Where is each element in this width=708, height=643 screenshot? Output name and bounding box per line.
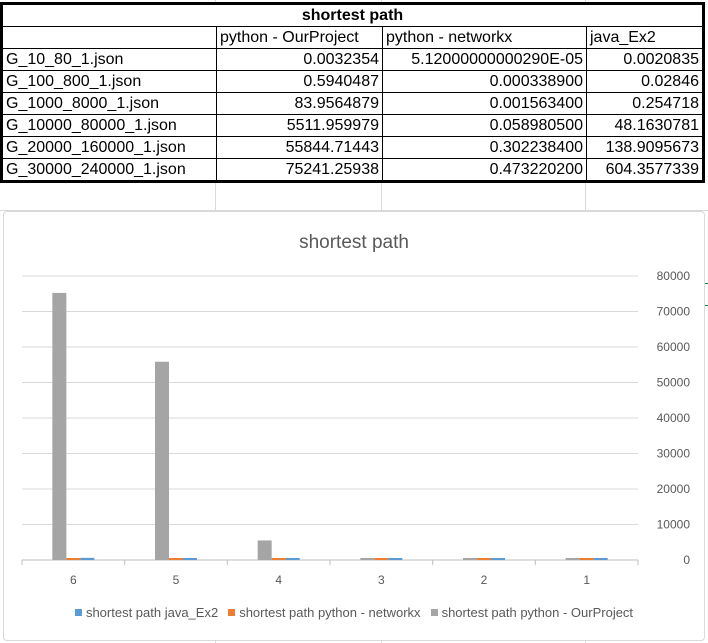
- bar: [80, 557, 95, 560]
- value-cell[interactable]: 0.302238400: [382, 136, 587, 159]
- bar: [52, 292, 67, 560]
- table-row: G_30000_240000_1.json 75241.25938 0.4732…: [2, 158, 703, 181]
- table-title[interactable]: shortest path: [2, 4, 703, 27]
- y-tick-label: 10000: [657, 518, 691, 532]
- table-row: G_10000_80000_1.json 5511.959979 0.05898…: [2, 114, 703, 137]
- bar: [491, 558, 505, 560]
- legend-label: shortest path python - networkx: [239, 605, 421, 620]
- value-cell[interactable]: 0.058980500: [382, 114, 587, 137]
- legend-label: shortest path python - OurProject: [441, 605, 634, 620]
- bar: [271, 558, 286, 560]
- bar: [360, 558, 375, 560]
- bar: [285, 558, 300, 560]
- header-cell[interactable]: python - networkx: [382, 26, 587, 49]
- graph-name-cell[interactable]: G_100_800_1.json: [2, 70, 217, 93]
- graph-name-cell[interactable]: G_1000_8000_1.json: [2, 92, 217, 115]
- bar: [579, 558, 594, 560]
- bar: [183, 558, 197, 560]
- legend-swatch: [74, 609, 82, 616]
- y-tick-label: 50000: [657, 376, 691, 390]
- value-cell[interactable]: 0.5940487: [216, 70, 383, 93]
- sheet-gridline: [0, 210, 708, 211]
- value-cell[interactable]: 0.254718: [586, 92, 703, 115]
- bar: [388, 558, 403, 560]
- y-tick-label: 60000: [657, 340, 691, 354]
- chart-legend[interactable]: shortest path java_Ex2 shortest path pyth…: [4, 605, 704, 620]
- y-tick-label: 40000: [657, 411, 691, 425]
- value-cell[interactable]: 0.000338900: [382, 70, 587, 93]
- value-cell[interactable]: 55844.71443: [216, 136, 383, 159]
- bar: [463, 558, 477, 560]
- bar: [477, 558, 491, 560]
- shortest-path-chart[interactable]: shortest path 0 10000 20000 30000 40000 50000 6…: [3, 211, 705, 641]
- bar: [374, 558, 389, 560]
- y-tick-label: 0: [683, 553, 690, 567]
- bar: [169, 558, 183, 560]
- table-row: G_10_80_1.json 0.0032354 5.1200000000029…: [2, 48, 703, 71]
- header-cell[interactable]: [2, 26, 217, 49]
- y-tick-label: 80000: [657, 269, 691, 283]
- header-cell[interactable]: java_Ex2: [586, 26, 703, 49]
- value-cell[interactable]: 48.1630781: [586, 114, 703, 137]
- legend-entry[interactable]: shortest path java_Ex2: [74, 605, 219, 620]
- x-tick-label: 3: [378, 573, 385, 587]
- table-row: G_1000_8000_1.json 83.9564879 0.00156340…: [2, 92, 703, 115]
- x-tick-label: 6: [70, 573, 77, 587]
- value-cell[interactable]: 0.001563400: [382, 92, 587, 115]
- graph-name-cell[interactable]: G_10_80_1.json: [2, 48, 217, 71]
- legend-entry[interactable]: shortest path python - networkx: [228, 605, 421, 620]
- x-tick-label: 4: [275, 573, 282, 587]
- graph-name-cell[interactable]: G_10000_80000_1.json: [2, 114, 217, 137]
- header-cell[interactable]: python - OurProject: [216, 26, 383, 49]
- value-cell[interactable]: 138.9095673: [586, 136, 703, 159]
- chart-title: shortest path: [299, 232, 409, 253]
- value-cell[interactable]: 0.473220200: [382, 158, 587, 181]
- bar: [257, 540, 272, 560]
- x-tick-label: 5: [173, 573, 180, 587]
- value-cell[interactable]: 83.9564879: [216, 92, 383, 115]
- value-cell[interactable]: 5511.959979: [216, 114, 383, 137]
- table-row: G_20000_160000_1.json 55844.71443 0.3022…: [2, 136, 703, 159]
- x-tick-label: 2: [481, 573, 488, 587]
- bar: [593, 558, 608, 560]
- bar: [155, 361, 169, 560]
- value-cell[interactable]: 0.0032354: [216, 48, 383, 71]
- legend-entry[interactable]: shortest path python - OurProject: [430, 605, 634, 620]
- results-table: shortest path python - OurProject python…: [0, 2, 705, 183]
- y-tick-label: 30000: [657, 447, 691, 461]
- value-cell[interactable]: 75241.25938: [216, 158, 383, 181]
- value-cell[interactable]: 0.0020835: [586, 48, 703, 71]
- y-tick-label: 70000: [657, 305, 691, 319]
- sheet-mark: [704, 283, 708, 284]
- x-tick-label: 1: [583, 573, 590, 587]
- value-cell[interactable]: 604.3577339: [586, 158, 703, 181]
- graph-name-cell[interactable]: G_20000_160000_1.json: [2, 136, 217, 159]
- graph-name-cell[interactable]: G_30000_240000_1.json: [2, 158, 217, 181]
- legend-swatch: [228, 609, 236, 616]
- y-tick-label: 20000: [657, 482, 691, 496]
- value-cell[interactable]: 0.02846: [586, 70, 703, 93]
- sheet-mark: [704, 305, 708, 306]
- legend-label: shortest path java_Ex2: [85, 605, 219, 620]
- bar: [565, 558, 580, 560]
- bar: [66, 558, 81, 560]
- legend-swatch: [430, 609, 438, 616]
- table-row: G_100_800_1.json 0.5940487 0.000338900 0…: [2, 70, 703, 93]
- value-cell[interactable]: 5.12000000000290E-05: [382, 48, 587, 71]
- chart-plot[interactable]: shortest path 0 10000 20000 30000 40000 50000 6…: [4, 212, 704, 640]
